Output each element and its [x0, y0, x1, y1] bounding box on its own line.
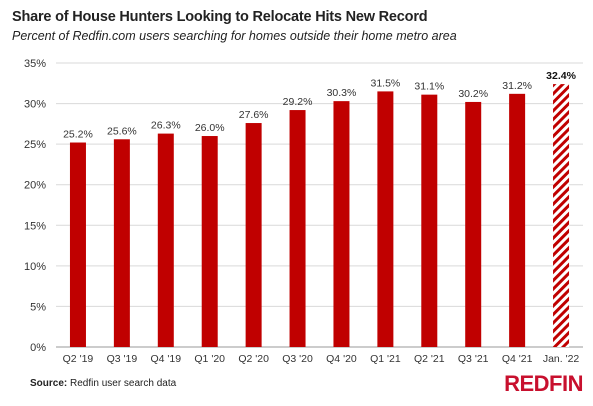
value-label: 25.6% [107, 125, 137, 137]
bar [201, 136, 218, 347]
redfin-logo: REDFIN [504, 371, 583, 396]
y-tick-label: 0% [30, 342, 46, 354]
y-tick-label: 20% [24, 180, 46, 192]
source-text: Redfin user search data [67, 378, 177, 389]
y-tick-label: 35% [24, 58, 46, 70]
bar [157, 133, 174, 347]
bar [69, 142, 86, 347]
x-tick-label: Q3 '21 [458, 353, 489, 365]
x-tick-label: Q1 '20 [194, 353, 225, 365]
value-label: 26.3% [151, 120, 181, 132]
value-label: 26.0% [195, 122, 225, 134]
source-label: Source: [30, 378, 68, 389]
y-tick-label: 25% [24, 139, 46, 151]
chart-title: Share of House Hunters Looking to Reloca… [12, 9, 428, 25]
x-tick-label: Q2 '19 [63, 353, 94, 365]
y-tick-label: 30% [24, 99, 46, 111]
value-label: 25.2% [63, 129, 93, 141]
bar [289, 110, 306, 347]
x-tick-label: Q4 '21 [502, 353, 533, 365]
bar [113, 139, 130, 347]
bar [509, 93, 526, 347]
bar [465, 101, 482, 347]
x-tick-label: Q2 '21 [414, 353, 445, 365]
source-note: Source: Redfin user search data [30, 378, 176, 389]
x-tick-label: Q3 '20 [282, 353, 313, 365]
bar [377, 91, 394, 348]
value-label: 29.2% [283, 96, 313, 108]
value-label: 31.2% [502, 80, 532, 92]
bar [421, 94, 438, 347]
y-tick-label: 15% [24, 220, 46, 232]
x-tick-label: Q2 '20 [238, 353, 269, 365]
value-label: 30.2% [458, 88, 488, 100]
x-tick-label: Q3 '19 [107, 353, 138, 365]
value-label: 31.5% [370, 77, 400, 89]
value-label: 32.4% [546, 70, 576, 82]
bar [245, 123, 262, 347]
y-tick-label: 5% [30, 301, 46, 313]
x-tick-label: Q4 '19 [150, 353, 181, 365]
x-tick-label: Jan. '22 [543, 353, 580, 365]
x-tick-label: Q4 '20 [326, 353, 357, 365]
bar [333, 101, 350, 347]
value-label: 27.6% [239, 109, 269, 121]
bar-highlight [553, 84, 570, 348]
value-label: 31.1% [414, 81, 444, 93]
y-tick-label: 10% [24, 261, 46, 273]
chart-subtitle: Percent of Redfin.com users searching fo… [12, 29, 457, 43]
value-label: 30.3% [327, 87, 357, 99]
x-tick-label: Q1 '21 [370, 353, 401, 365]
